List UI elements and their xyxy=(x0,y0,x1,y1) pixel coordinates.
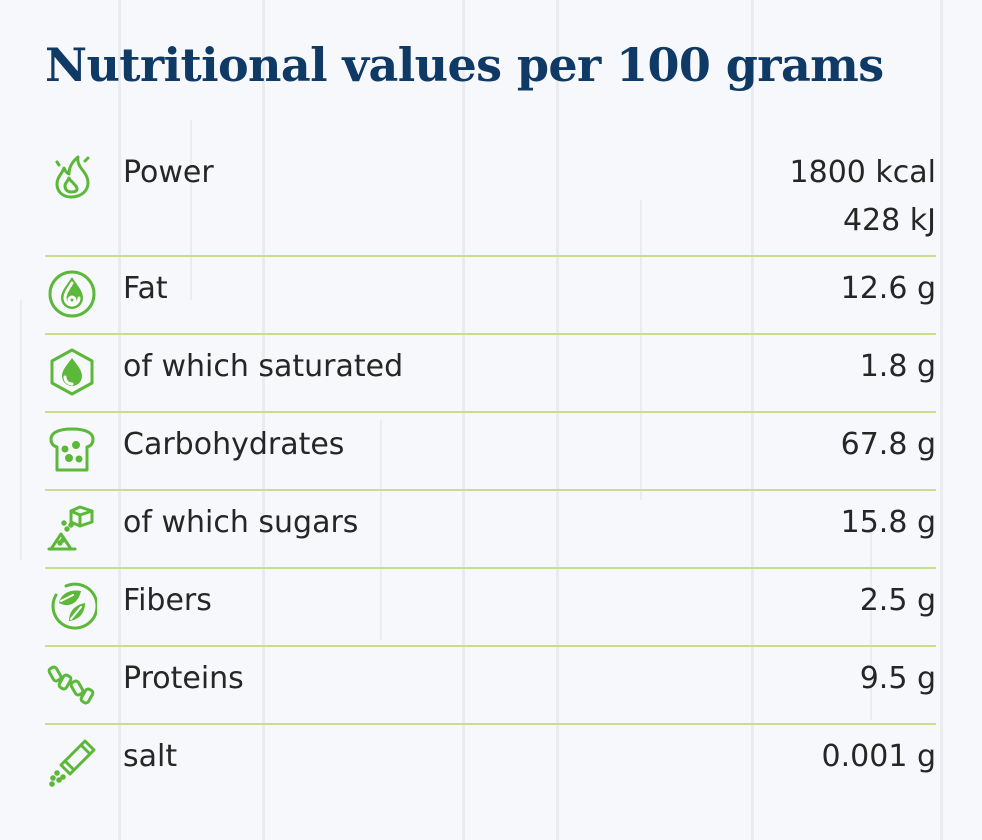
nutrient-value: 12.6 g xyxy=(840,271,936,306)
nutrition-row-carbohydrates: Carbohydrates 67.8 g xyxy=(45,413,936,491)
nutrition-row-saturated: of which saturated 1.8 g xyxy=(45,335,936,413)
nutrient-label: Power xyxy=(123,155,214,190)
fat-drop-icon xyxy=(47,269,97,319)
nutrient-value: 67.8 g xyxy=(840,427,936,462)
nutrient-label: salt xyxy=(123,739,178,774)
nutrition-row-proteins: Proteins 9.5 g xyxy=(45,647,936,725)
protein-chain-icon xyxy=(47,659,97,709)
nutrient-value: 0.001 g xyxy=(821,739,936,774)
nutrient-value-kcal: 1800 kcal xyxy=(789,155,936,190)
flame-icon xyxy=(47,151,97,201)
nutrient-label: Proteins xyxy=(123,661,244,696)
nutrition-row-power: Power 1800 kcal 428 kJ xyxy=(45,141,936,257)
leaf-icon xyxy=(47,581,97,631)
salt-shaker-icon xyxy=(47,737,97,787)
bread-icon xyxy=(47,425,97,475)
sugar-cube-icon xyxy=(47,503,97,553)
nutrition-row-salt: salt 0.001 g xyxy=(45,725,936,803)
nutrient-value: 2.5 g xyxy=(859,583,936,618)
nutrition-row-fibers: Fibers 2.5 g xyxy=(45,569,936,647)
nutrient-value: 1.8 g xyxy=(859,349,936,384)
nutrition-row-sugars: of which sugars 15.8 g xyxy=(45,491,936,569)
nutrition-table: Power 1800 kcal 428 kJ Fat 12.6 g xyxy=(45,141,936,803)
nutrition-row-fat: Fat 12.6 g xyxy=(45,257,936,335)
nutrient-label: of which sugars xyxy=(123,505,359,540)
nutrient-label: Carbohydrates xyxy=(123,427,345,462)
nutrient-label: Fat xyxy=(123,271,168,306)
nutrient-label: Fibers xyxy=(123,583,212,618)
saturated-drop-icon xyxy=(47,347,97,397)
nutrient-label: of which saturated xyxy=(123,349,404,384)
page-title: Nutritional values per 100 grams xyxy=(45,38,884,92)
nutrient-value: 15.8 g xyxy=(840,505,936,540)
nutrient-value-kj: 428 kJ xyxy=(842,203,936,238)
nutrient-value: 9.5 g xyxy=(859,661,936,696)
